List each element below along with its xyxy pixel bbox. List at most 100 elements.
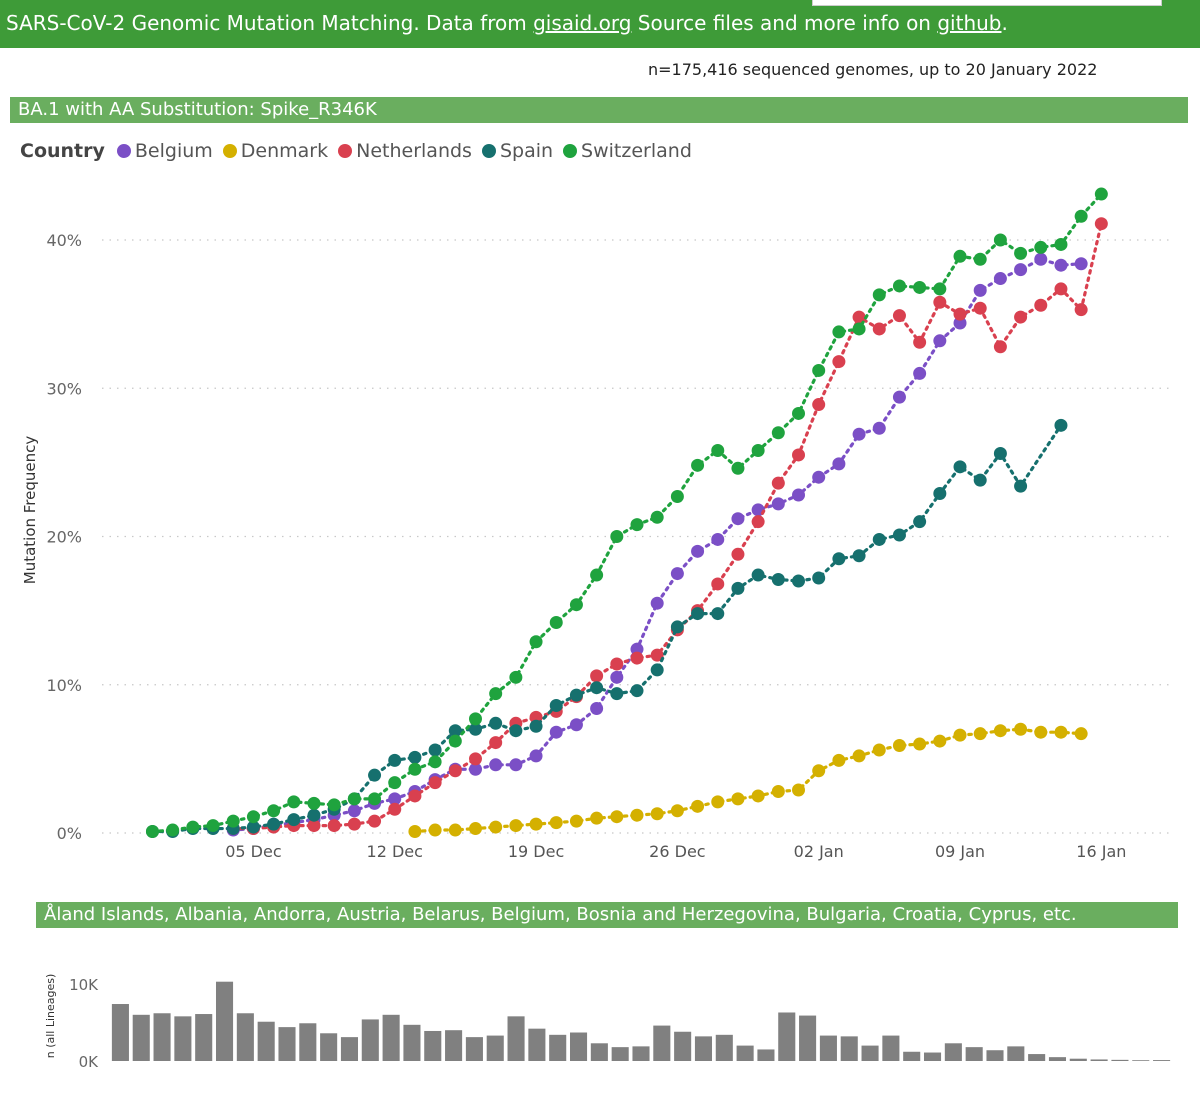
bar-y-tick-label: 0K [79, 1053, 100, 1071]
lineage-bar [486, 1035, 504, 1061]
header-text-suffix: . [1001, 11, 1008, 35]
app-header: SARS-CoV-2 Genomic Mutation Matching. Da… [0, 0, 1200, 48]
data-point-netherlands [953, 307, 967, 321]
data-point-spain [287, 813, 301, 827]
lineage-bar [903, 1051, 921, 1061]
data-point-spain [428, 743, 442, 757]
data-point-switzerland [933, 282, 947, 296]
data-point-switzerland [468, 712, 482, 726]
data-point-spain [751, 568, 765, 582]
lineage-bar [1132, 1060, 1150, 1061]
bottom-title: Åland Islands, Albania, Andorra, Austria… [36, 902, 1178, 928]
lineage-bar [611, 1047, 629, 1061]
data-point-spain [670, 620, 684, 634]
data-point-spain [590, 681, 604, 695]
lineage-bar [153, 1013, 171, 1061]
data-point-belgium [468, 762, 482, 776]
data-point-switzerland [913, 280, 927, 294]
data-point-switzerland [832, 325, 846, 339]
lineage-bar [840, 1036, 858, 1061]
lineage-bar [1007, 1046, 1025, 1061]
data-point-denmark [711, 795, 725, 809]
legend-item-belgium[interactable]: Belgium [116, 140, 213, 162]
data-point-netherlands [327, 819, 341, 833]
data-point-switzerland [206, 819, 220, 833]
data-point-switzerland [569, 598, 583, 612]
lineage-bar [923, 1052, 942, 1061]
data-point-spain [307, 808, 321, 822]
data-point-belgium [388, 792, 402, 806]
legend-item-denmark[interactable]: Denmark [222, 140, 328, 162]
data-point-switzerland [368, 792, 382, 806]
data-point-switzerland [751, 444, 765, 458]
data-point-netherlands [408, 789, 422, 803]
data-point-denmark [509, 819, 523, 833]
lineage-bar [549, 1034, 567, 1061]
lineage-bar [445, 1030, 463, 1061]
mutation-frequency-chart[interactable]: 0% 10% 20% 30% 40% 05 Dec 12 Dec 19 Dec 26 Dec 02… [0, 0, 1200, 880]
gisaid-link[interactable]: gisaid.org [533, 11, 632, 35]
data-point-belgium [610, 670, 624, 684]
data-point-belgium [973, 283, 987, 297]
lineage-bar [965, 1047, 983, 1061]
data-point-denmark [913, 737, 927, 751]
data-point-belgium [569, 718, 583, 732]
lineage-bar [694, 1036, 713, 1061]
legend: Country Belgium Denmark Netherlands Spai… [20, 140, 702, 162]
data-point-netherlands [630, 651, 644, 665]
bar-y-axis-label: n (all Lineages) [44, 974, 57, 1059]
data-point-belgium [650, 596, 664, 610]
data-point-switzerland [650, 510, 664, 524]
data-point-netherlands [792, 448, 806, 462]
data-point-netherlands [468, 752, 482, 766]
lineage-bar [382, 1014, 400, 1061]
y-tick-label: 30% [46, 379, 82, 398]
legend-item-switzerland[interactable]: Switzerland [563, 140, 692, 162]
data-point-denmark [549, 816, 563, 830]
data-point-netherlands [812, 398, 826, 412]
data-point-denmark [812, 764, 826, 778]
data-point-spain [832, 552, 846, 566]
data-point-denmark [993, 724, 1007, 738]
lineage-bar [778, 1012, 796, 1061]
data-point-switzerland [448, 734, 462, 748]
data-point-switzerland [670, 489, 684, 503]
data-point-denmark [691, 799, 705, 813]
lineage-bar [632, 1046, 650, 1061]
data-point-denmark [771, 784, 785, 798]
x-tick-label: 19 Dec [508, 842, 564, 861]
data-point-switzerland [590, 568, 604, 582]
data-point-spain [1014, 479, 1028, 493]
legend-dot-denmark [222, 144, 237, 158]
data-point-denmark [731, 792, 745, 806]
data-point-spain [630, 684, 644, 698]
data-point-netherlands [933, 295, 947, 309]
data-point-spain [267, 817, 281, 831]
data-point-belgium [1014, 263, 1028, 277]
data-point-spain [953, 460, 967, 474]
header-search-box[interactable] [812, 0, 1162, 6]
data-point-denmark [1074, 727, 1088, 741]
data-point-belgium [691, 544, 705, 558]
series-line-netherlands [231, 222, 1103, 831]
data-point-switzerland [327, 798, 341, 812]
data-point-belgium [953, 316, 967, 330]
data-point-spain [408, 750, 422, 764]
github-link[interactable]: github [937, 11, 1002, 35]
data-point-spain [852, 549, 866, 563]
data-point-switzerland [428, 755, 442, 769]
data-point-netherlands [610, 657, 624, 671]
header-text: SARS-CoV-2 Genomic Mutation Matching. Da… [6, 11, 534, 35]
lineage-bar [257, 1021, 275, 1061]
legend-item-spain[interactable]: Spain [481, 140, 553, 162]
bar-y-tick-label: 10K [69, 976, 99, 994]
data-point-belgium [993, 272, 1007, 286]
lineage-bar [861, 1045, 879, 1061]
data-point-denmark [569, 814, 583, 828]
y-tick-label: 20% [46, 528, 82, 547]
legend-item-netherlands[interactable]: Netherlands [338, 140, 472, 162]
data-point-belgium [731, 512, 745, 526]
data-point-belgium [509, 758, 523, 772]
data-point-belgium [347, 804, 361, 818]
data-point-denmark [832, 753, 846, 767]
